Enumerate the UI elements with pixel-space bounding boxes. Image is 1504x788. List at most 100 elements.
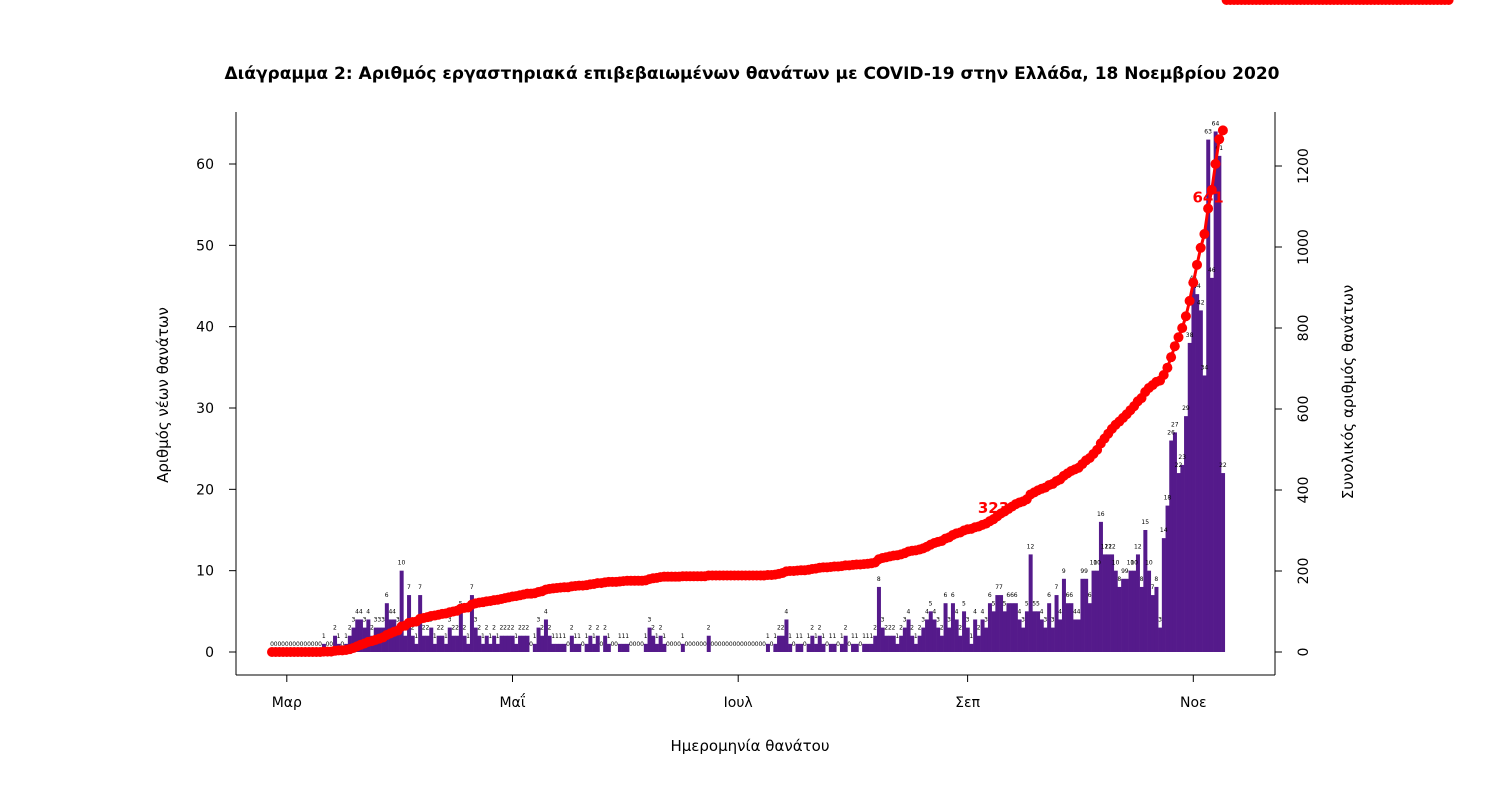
bar bbox=[410, 635, 415, 652]
point-labels: 323 641 1288 bbox=[978, 0, 1262, 517]
bar-value-label: 0 bbox=[755, 641, 759, 648]
bar bbox=[333, 635, 338, 652]
bar bbox=[899, 635, 904, 652]
bar-value-label: 0 bbox=[640, 641, 644, 648]
bar bbox=[1135, 554, 1140, 652]
bar bbox=[621, 643, 626, 652]
bar-value-label: 4 bbox=[1073, 608, 1077, 615]
bar-value-label: 4 bbox=[906, 608, 910, 615]
bar bbox=[891, 635, 896, 652]
bar-value-label: 0 bbox=[666, 641, 670, 648]
y-tick-label-right: 200 bbox=[1296, 558, 1312, 585]
cumulative-point bbox=[1180, 311, 1191, 322]
bar bbox=[1043, 627, 1048, 652]
bar bbox=[1154, 586, 1159, 652]
bar bbox=[876, 586, 881, 652]
bar-value-label: 2 bbox=[540, 625, 544, 632]
bar-value-label: 7 bbox=[418, 584, 422, 591]
bar-value-label: 4 bbox=[359, 608, 363, 615]
bar bbox=[1010, 603, 1015, 652]
bar-value-label: 10 bbox=[398, 560, 406, 567]
bar-value-label: 0 bbox=[673, 641, 677, 648]
bar bbox=[777, 635, 782, 652]
bar-value-label: 0 bbox=[281, 641, 285, 648]
chart-title: Διάγραμμα 2: Αριθμός εργαστηριακά επιβεβ… bbox=[224, 64, 1280, 84]
bar-value-label: 3 bbox=[363, 617, 367, 624]
bar-value-label: 0 bbox=[636, 641, 640, 648]
x-tick-label: Μαρ bbox=[272, 695, 302, 711]
bar-value-label: 8 bbox=[1154, 576, 1158, 583]
bar-value-label: 42 bbox=[1197, 299, 1205, 306]
bar bbox=[814, 643, 819, 652]
bar-value-label: 0 bbox=[277, 641, 281, 648]
bar bbox=[488, 643, 493, 652]
bar bbox=[1069, 603, 1074, 652]
bar-value-label: 1 bbox=[655, 633, 659, 640]
bar bbox=[625, 643, 630, 652]
cumulative-point bbox=[1199, 229, 1210, 240]
bar-value-label: 2 bbox=[440, 625, 444, 632]
bar bbox=[366, 619, 371, 652]
bar-value-label: 2 bbox=[888, 625, 892, 632]
bar-value-label: 3 bbox=[474, 617, 478, 624]
y-tick-label-left: 30 bbox=[196, 401, 214, 417]
bar-value-label: 2 bbox=[940, 625, 944, 632]
bar bbox=[514, 643, 519, 652]
bar bbox=[569, 635, 574, 652]
bar-value-label: 2 bbox=[455, 625, 459, 632]
bar-value-labels: 0000000000000010021012344342333644310272… bbox=[270, 0, 1464, 648]
bar-value-label: 38 bbox=[1186, 332, 1194, 339]
bar bbox=[869, 643, 874, 652]
bar-value-label: 6 bbox=[1047, 592, 1051, 599]
bar-value-label: 0 bbox=[792, 641, 796, 648]
bar bbox=[817, 635, 822, 652]
x-tick-label: Νοε bbox=[1180, 695, 1207, 711]
bar bbox=[991, 611, 996, 652]
bar bbox=[910, 635, 915, 652]
bar bbox=[1169, 440, 1174, 652]
bar-value-label: 0 bbox=[836, 641, 840, 648]
bar bbox=[1161, 538, 1166, 652]
bar-value-label: 3 bbox=[947, 617, 951, 624]
bar-value-label: 3 bbox=[903, 617, 907, 624]
bar bbox=[584, 643, 589, 652]
bar-value-label: 0 bbox=[858, 641, 862, 648]
bar-value-label: 0 bbox=[314, 641, 318, 648]
cumulative-point bbox=[1210, 158, 1221, 169]
bar-value-label: 1 bbox=[618, 633, 622, 640]
bar-value-label: 10 bbox=[1145, 560, 1153, 567]
bar bbox=[1213, 131, 1218, 653]
bar-value-label: 0 bbox=[740, 641, 744, 648]
bar-value-label: 1 bbox=[577, 633, 581, 640]
bar-series bbox=[321, 131, 1226, 653]
bar bbox=[521, 635, 526, 652]
bar bbox=[606, 643, 611, 652]
bar-value-label: 3 bbox=[381, 617, 385, 624]
bar bbox=[810, 635, 815, 652]
bar bbox=[577, 643, 582, 652]
bar-value-label: 2 bbox=[525, 625, 529, 632]
bar-value-label: 3 bbox=[1043, 617, 1047, 624]
bar-value-label: 2 bbox=[333, 625, 337, 632]
bar-value-label: 6 bbox=[385, 592, 389, 599]
bar-value-label: 3 bbox=[1021, 617, 1025, 624]
bar bbox=[862, 643, 867, 652]
bar-value-label: 0 bbox=[340, 641, 344, 648]
bar bbox=[395, 627, 400, 652]
bar bbox=[506, 635, 511, 652]
bar bbox=[462, 635, 467, 652]
bar bbox=[828, 643, 833, 652]
bar bbox=[595, 635, 600, 652]
bar bbox=[1195, 294, 1200, 652]
bar-value-label: 2 bbox=[548, 625, 552, 632]
bar-value-label: 1 bbox=[488, 633, 492, 640]
cumulative-point bbox=[1162, 362, 1173, 373]
bar-value-label: 0 bbox=[610, 641, 614, 648]
bar-value-label: 4 bbox=[1040, 608, 1044, 615]
bar bbox=[895, 643, 900, 652]
y-axis-label-left: Αριθμός νέων θανάτων bbox=[154, 307, 172, 483]
bar-value-label: 2 bbox=[958, 625, 962, 632]
bar-value-label: 12 bbox=[1108, 543, 1116, 550]
bar bbox=[499, 635, 504, 652]
